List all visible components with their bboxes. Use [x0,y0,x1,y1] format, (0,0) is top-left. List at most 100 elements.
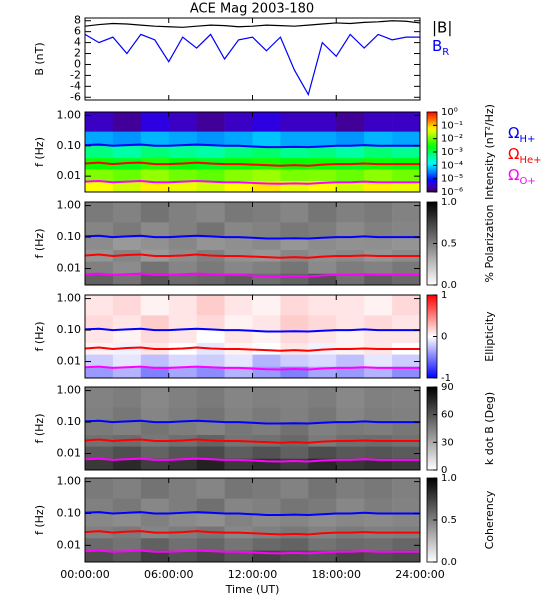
heatmap-cell [336,422,365,435]
heatmap-cell [224,180,253,193]
heatmap-cell [280,513,309,527]
heatmap-cell [85,222,114,238]
heatmap-cell [112,237,142,250]
heatmap-cell [336,478,365,499]
heatmap-cell [308,446,337,459]
heatmap-cell [224,407,253,423]
heatmap-cell [140,446,170,459]
y-tick-label: 6 [74,25,81,38]
heatmap-cell [308,112,337,132]
y-tick-label: 0.01 [57,447,82,460]
heatmap-cell [364,145,393,159]
heatmap-cell [112,513,142,527]
heatmap-cell [168,131,197,147]
gyrofrequency-line [84,143,420,149]
heatmap-cell [364,366,393,379]
heatmap-cell [224,273,253,286]
heatmap-cell [196,222,225,238]
heatmap-cell [364,261,393,274]
y-axis-label: B (nT) [33,42,46,75]
colorbar-label: Intensity (nT²/Hz) [483,104,496,200]
y-axis-label: f (Hz) [33,137,46,167]
heatmap-cell [224,550,253,563]
heatmap-cell [85,498,114,514]
heatmap-cell [364,538,393,551]
heatmap-cell [252,526,281,539]
colorbar-tick-label: 0 [441,332,447,343]
heatmap-cell [252,342,281,355]
heatmap-cell [168,222,197,238]
colorbar-tick-label: 60 [441,410,454,421]
heatmap-cell [280,261,309,274]
line [84,33,420,97]
heatmap-cell [364,131,393,147]
colorbar-tick-label: 10⁰ [441,107,458,118]
heatmap-cell [112,222,142,238]
heatmap-cell [196,261,225,274]
heatmap-cell [364,458,393,471]
heatmap-cell [252,222,281,238]
heatmap-cell [252,407,281,423]
heatmap-cell [196,145,225,159]
heatmap-cell [112,407,142,423]
x-axis-label: Time (UT) [225,583,280,596]
heatmap-cell [168,498,197,514]
heatmap-cell [364,513,393,527]
heatmap-cell [364,273,393,286]
heatmap-cell [392,112,421,132]
heatmap-cell [252,295,281,316]
heatmap-cell [364,169,393,182]
heatmap-cell [308,387,337,408]
heatmap-cell [364,354,393,367]
gyrofrequency-line [84,365,420,371]
heatmap-cell [168,261,197,274]
y-tick-label: 0.01 [57,355,82,368]
heatmap-cell [85,550,114,563]
heatmap-cell [112,366,142,379]
heatmap-cell [280,112,309,132]
heatmap-cell [85,513,114,527]
gyrofrequency-line [84,327,420,333]
heatmap-cell [140,261,170,274]
heatmap-cell [140,202,170,223]
gyrofrequency-line [84,457,420,463]
heatmap-cell [196,273,225,286]
heatmap-cell [308,354,337,367]
heatmap-cell [308,498,337,514]
heatmap-cell [224,237,253,250]
colorbar-tick-label: 90 [441,382,454,393]
colorbar-tick-label: 0 [441,465,447,476]
legend-subscript: R [442,47,449,58]
heatmap-cell [168,112,197,132]
heatmap-cell [140,315,170,331]
heatmap-cell [392,180,421,193]
heatmap-cell [112,295,142,316]
heatmap-cell [112,315,142,331]
y-tick-label: 2 [74,47,81,60]
heatmap-cell [112,478,142,499]
heatmap-cell [224,498,253,514]
heatmap-cell [308,180,337,193]
colorbar-tick-label: 10⁻⁵ [441,174,463,185]
legend-name: Ω [508,124,519,142]
heatmap-cell [336,169,365,182]
y-tick-label: 4 [74,36,81,49]
heatmap-cell [196,315,225,331]
heatmap-cell [196,169,225,182]
heatmap-cell [280,446,309,459]
heatmap-cell [364,422,393,435]
heatmap-cell [308,315,337,331]
heatmap-cell [224,354,253,367]
heatmap-cell [85,538,114,551]
heatmap-cell [85,387,114,408]
heatmap-cell [364,446,393,459]
heatmap-cell [196,387,225,408]
heatmap-cell [112,498,142,514]
heatmap-cell [280,157,309,170]
heatmap-cell [112,112,142,132]
heatmap-cell [252,422,281,435]
heatmap-cell [280,434,309,447]
heatmap-cell [196,550,225,563]
heatmap-cell [392,222,421,238]
heatmap-cell [308,330,337,343]
